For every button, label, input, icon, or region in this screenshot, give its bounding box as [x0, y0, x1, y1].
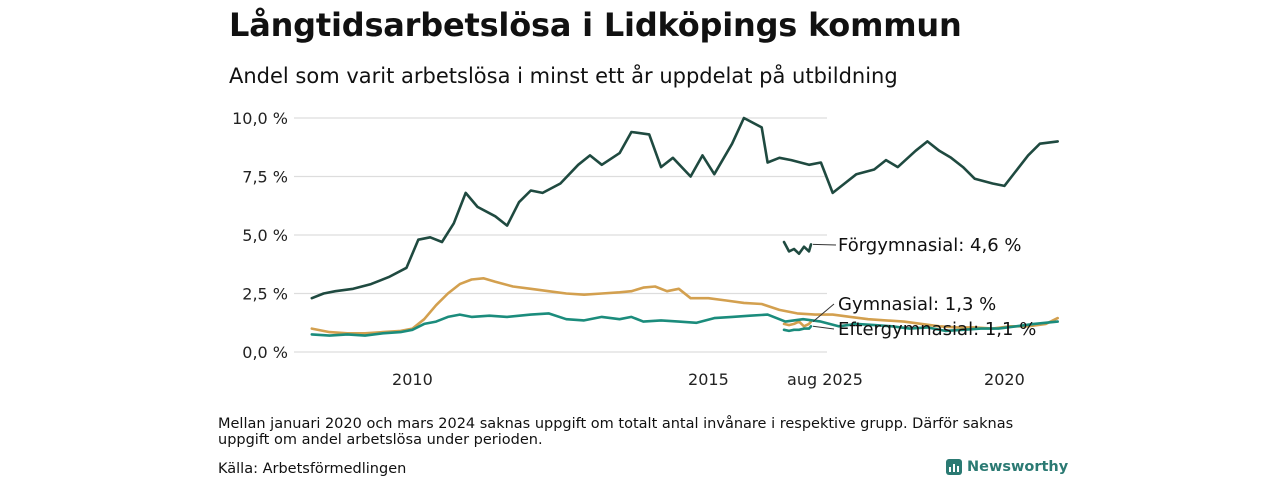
leader-line — [812, 325, 835, 330]
line-chart: 0,0 % 2,5 % 5,0 % 7,5 % 10,0 % 2010 2015 2020 au… — [232, 109, 1059, 389]
y-tick-label: 7,5 % — [242, 168, 288, 187]
leader-line — [812, 303, 835, 322]
footnote: Mellan januari 2020 och mars 2024 saknas… — [218, 416, 1014, 448]
brand-logo[interactable]: Newsworthy — [946, 459, 1068, 475]
x-tick-label: 2010 — [392, 370, 433, 389]
series-line-eftergymnasial-recent — [782, 325, 813, 333]
series-end-label: Förgymnasial: 4,6 % — [838, 235, 1022, 256]
series-line-förgymnasial-recent — [782, 240, 813, 255]
x-tick-label-last: aug 2025 — [787, 370, 863, 389]
chart-title: Långtidsarbetslösa i Lidköpings kommun — [229, 6, 962, 44]
chart-subtitle: Andel som varit arbetslösa i minst ett å… — [229, 64, 898, 88]
series-line-förgymnasial — [310, 116, 1059, 300]
newsworthy-logo-icon — [946, 459, 962, 475]
source-text: Källa: Arbetsförmedlingen — [218, 461, 407, 477]
y-tick-label: 5,0 % — [242, 226, 288, 245]
leader-line — [812, 243, 837, 246]
series-end-label: Gymnasial: 1,3 % — [838, 294, 996, 315]
series-line-gymnasial-recent — [782, 320, 813, 328]
x-tick-label: 2015 — [688, 370, 729, 389]
y-tick-label: 10,0 % — [232, 109, 288, 128]
brand-name: Newsworthy — [967, 459, 1069, 475]
y-tick-label: 2,5 % — [242, 285, 288, 304]
y-tick-label: 0,0 % — [242, 343, 288, 362]
series-line-gymnasial — [310, 277, 1059, 335]
series-end-label: Eftergymnasial: 1,1 % — [838, 319, 1036, 340]
x-tick-label: 2020 — [984, 370, 1025, 389]
series-line-eftergymnasial — [310, 312, 1059, 337]
